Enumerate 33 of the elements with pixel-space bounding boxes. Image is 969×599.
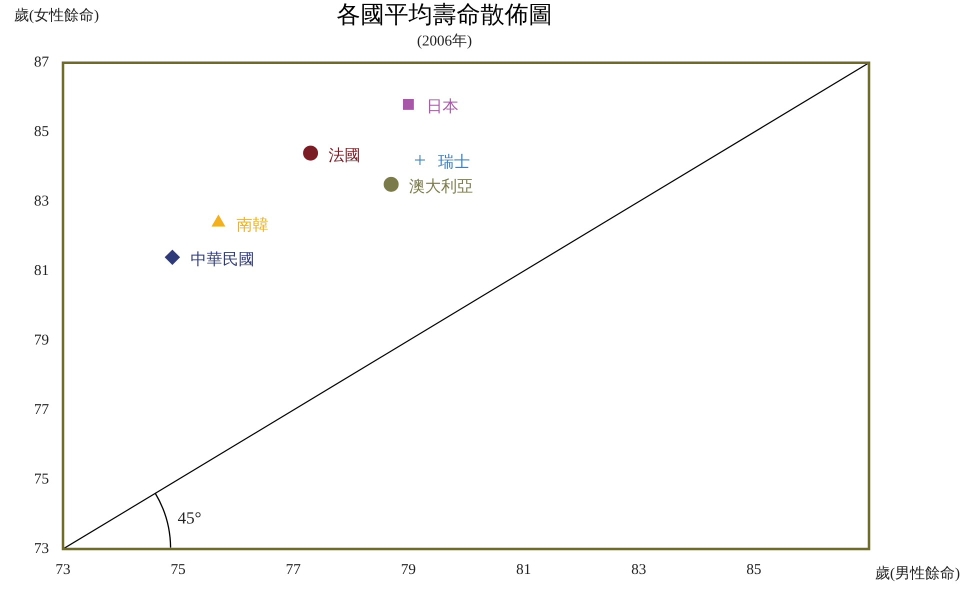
angle-arc: 45° xyxy=(63,493,211,550)
chart-title: 各國平均壽命散佈圖 xyxy=(336,2,552,29)
y-tick-label: 73 xyxy=(34,540,49,557)
x-tick-label: 79 xyxy=(400,562,416,578)
series-label: 澳大利亞 xyxy=(409,178,474,196)
x-tick-label: 81 xyxy=(516,562,532,578)
x-tick-label: 75 xyxy=(170,562,186,578)
x-tick-label: 85 xyxy=(746,562,762,578)
y-axis-title: 歲(女性餘命) xyxy=(14,6,99,24)
point xyxy=(164,250,180,265)
x-tick-label: 83 xyxy=(631,562,646,578)
series-label: 南韓 xyxy=(236,216,268,234)
chart-subtitle: (2006年) xyxy=(417,32,472,50)
point xyxy=(212,215,226,227)
annotation: 45° xyxy=(178,508,202,528)
point xyxy=(402,99,414,110)
y-tick-label: 87 xyxy=(34,54,50,71)
point xyxy=(414,154,426,166)
y-tick-label: 85 xyxy=(34,124,49,140)
y-tick-label: 77 xyxy=(34,402,50,418)
series-label: 法國 xyxy=(328,146,361,164)
y-tick-label: 79 xyxy=(34,332,49,349)
y-tick-label: 83 xyxy=(34,194,49,210)
point xyxy=(384,176,399,192)
x-tick-label: 73 xyxy=(56,562,70,578)
point xyxy=(303,146,318,161)
x-axis-title: 歲(男性餘命) xyxy=(875,564,960,582)
x-tick-label: 77 xyxy=(286,562,302,578)
series-label: 日本 xyxy=(426,98,458,116)
series-label: 瑞士 xyxy=(438,153,470,172)
y-tick-label: 81 xyxy=(34,263,49,280)
y-tick-label: 75 xyxy=(34,471,49,488)
series-label: 中華民國 xyxy=(190,250,254,268)
